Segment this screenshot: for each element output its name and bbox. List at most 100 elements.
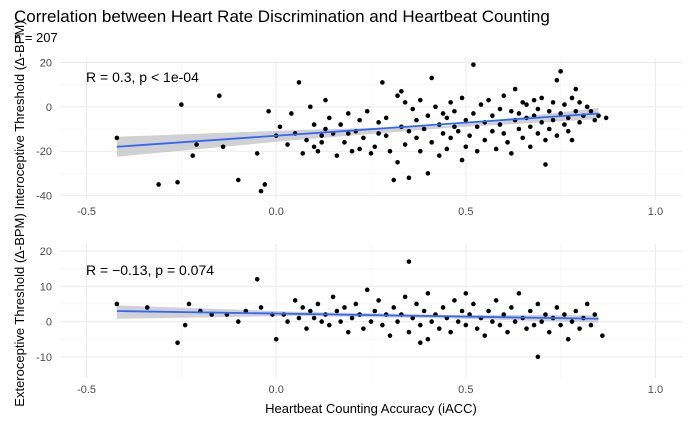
data-point bbox=[300, 305, 306, 310]
data-point bbox=[406, 175, 412, 181]
data-point bbox=[364, 108, 370, 114]
x-tick-label: -0.5 bbox=[77, 384, 96, 396]
data-point bbox=[562, 122, 567, 127]
data-point bbox=[516, 291, 522, 296]
y-tick-label: 10 bbox=[40, 281, 52, 293]
panel-interoceptive: -0.5 0.0 0.5 1.0 -40 -20 0 20 R = 0.3, p < 1e-04 bbox=[36, 57, 682, 218]
data-point bbox=[444, 146, 450, 152]
data-point bbox=[573, 86, 579, 92]
data-point bbox=[577, 120, 582, 125]
data-point bbox=[452, 108, 457, 114]
data-point bbox=[376, 120, 381, 125]
data-point bbox=[562, 102, 567, 107]
correlation-annotation: R = −0.13, p = 0.074 bbox=[86, 262, 214, 278]
y-tick-label: 20 bbox=[40, 246, 52, 258]
data-point bbox=[395, 319, 400, 324]
correlation-annotation: R = 0.3, p < 1e-04 bbox=[86, 69, 199, 85]
x-tick-label: -0.5 bbox=[77, 206, 96, 218]
data-point bbox=[467, 312, 472, 317]
data-point bbox=[345, 131, 351, 136]
data-point bbox=[368, 319, 374, 324]
data-point bbox=[114, 135, 120, 141]
data-point bbox=[440, 131, 446, 136]
data-point bbox=[402, 294, 408, 300]
data-point bbox=[410, 106, 416, 112]
data-point bbox=[527, 308, 533, 314]
data-point bbox=[497, 122, 503, 127]
x-axis-label: Heartbeat Counting Accuracy (iACC) bbox=[265, 401, 477, 416]
data-point bbox=[361, 135, 366, 141]
data-point bbox=[509, 151, 514, 156]
data-point bbox=[524, 102, 529, 107]
data-point bbox=[319, 133, 324, 138]
data-point bbox=[509, 305, 514, 310]
data-point bbox=[490, 128, 495, 134]
data-point bbox=[569, 95, 575, 101]
data-point bbox=[459, 95, 465, 101]
y-axis-label-interoceptive: Interoceptive Threshold (Δ-BPM) bbox=[12, 20, 27, 209]
data-point bbox=[436, 326, 442, 331]
data-point bbox=[474, 124, 480, 130]
data-point bbox=[319, 140, 324, 145]
data-point bbox=[463, 291, 469, 296]
data-point bbox=[410, 315, 416, 321]
data-point bbox=[342, 305, 347, 310]
data-point bbox=[114, 301, 120, 307]
data-point bbox=[452, 124, 457, 130]
data-point bbox=[452, 298, 457, 303]
data-point bbox=[418, 97, 423, 103]
data-point bbox=[338, 122, 343, 127]
x-tick-label: 1.0 bbox=[648, 384, 663, 396]
y-axis-label-exteroceptive: Exteroceptive Threshold (Δ-BPM) bbox=[12, 213, 27, 406]
x-tick-label: 1.0 bbox=[648, 206, 663, 218]
data-point bbox=[308, 308, 313, 314]
data-point bbox=[262, 182, 268, 187]
data-point bbox=[387, 333, 393, 338]
data-point bbox=[603, 115, 609, 121]
data-point bbox=[311, 122, 317, 127]
data-point bbox=[254, 276, 260, 282]
data-point bbox=[584, 301, 590, 307]
data-point bbox=[266, 108, 271, 114]
data-point bbox=[425, 113, 431, 118]
data-point bbox=[414, 117, 419, 123]
data-point bbox=[482, 137, 488, 143]
data-point bbox=[546, 329, 552, 335]
panel-exteroceptive: -0.5 0.0 0.5 1.0 -10 0 10 20 R = −0.13, p = 0.07… bbox=[36, 244, 682, 396]
data-point bbox=[326, 115, 332, 121]
data-point bbox=[459, 157, 465, 163]
data-point bbox=[527, 144, 533, 150]
data-point bbox=[497, 322, 503, 328]
data-point bbox=[308, 104, 313, 110]
data-point bbox=[440, 305, 446, 310]
data-point bbox=[364, 287, 370, 293]
data-point bbox=[258, 305, 264, 310]
data-point bbox=[179, 102, 184, 107]
data-point bbox=[406, 329, 412, 335]
x-tick-label: 0.5 bbox=[458, 384, 473, 396]
y-tick-label: 0 bbox=[46, 317, 52, 329]
data-point bbox=[175, 340, 180, 346]
x-tick-label: 0.5 bbox=[458, 206, 473, 218]
data-point bbox=[285, 142, 290, 147]
data-point bbox=[357, 117, 362, 123]
x-tick-label: 0.0 bbox=[269, 384, 284, 396]
data-point bbox=[425, 171, 431, 176]
data-point bbox=[520, 135, 526, 141]
data-point bbox=[546, 108, 552, 114]
data-point bbox=[539, 95, 544, 101]
data-point bbox=[342, 140, 347, 145]
data-point bbox=[493, 146, 499, 152]
data-point bbox=[330, 294, 336, 300]
data-point bbox=[490, 113, 495, 118]
regression-line bbox=[116, 112, 599, 148]
data-point bbox=[243, 308, 249, 314]
data-point bbox=[349, 315, 355, 321]
data-point bbox=[376, 298, 381, 303]
data-point bbox=[516, 126, 522, 132]
data-point bbox=[376, 131, 381, 136]
data-point bbox=[323, 97, 328, 103]
data-point bbox=[592, 117, 598, 123]
data-point bbox=[395, 93, 400, 99]
data-point bbox=[304, 137, 309, 143]
